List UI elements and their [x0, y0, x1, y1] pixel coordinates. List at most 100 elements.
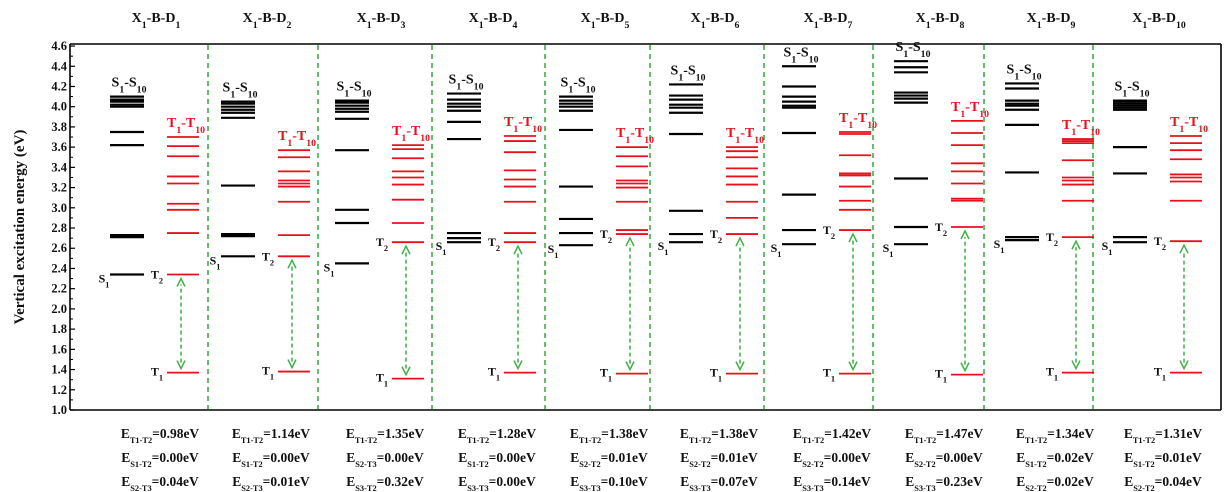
energy-gap-value: ES3-T3=0.10eV: [570, 474, 648, 492]
molecule-panel: X1-B-D9 S1-S10 T1-T10 S1 T2 T1: [994, 11, 1101, 382]
t2-label: T2: [823, 223, 835, 241]
gap-arrow-head-up: [401, 244, 411, 255]
energy-gap-column: ET1-T2=1.14eV ES1-T2=0.00eV ES2-T3=0.01eV: [232, 426, 311, 492]
y-tick-label: 3.2: [51, 181, 67, 195]
s1-label: S1: [324, 260, 335, 278]
y-tick-label: 1.4: [51, 363, 67, 377]
t2-label: T2: [376, 235, 388, 253]
molecule-panel: X1-B-D6 S1-S10 T1-T10 S1 T2 T1: [658, 11, 765, 383]
y-tick-label: 3.0: [51, 201, 67, 215]
energy-gap-column: ET1-T2=1.34eV ES1-T2=0.02eV ES2-T2=0.02eV: [1016, 426, 1095, 492]
energy-gap-column: ET1-T2=1.42eV ES2-T2=0.00eV ES3-T3=0.14eV: [793, 426, 872, 492]
molecule-title: X1-B-D5: [581, 11, 630, 31]
y-axis: 1.0 1.2 1.4 1.6 1.8 2.0 2.2 2.4 2.6 2.8 3.0 3.2 3.4 3…: [12, 39, 1222, 417]
molecule-title: X1-B-D4: [469, 11, 518, 31]
energy-gap-value: ET1-T2=1.28eV: [458, 426, 537, 445]
energy-gap-value: ES3-T2=0.32eV: [346, 474, 424, 492]
energy-gap-value: ET1-T2=1.47eV: [905, 426, 984, 445]
molecule-title: X1-B-D1: [132, 11, 181, 31]
s1-label: S1: [994, 237, 1005, 255]
molecule-panels: X1-B-D1 S1-S10 T1-T10 S1 T2 T1 X1-B-D2 S1-S10 T1…: [99, 11, 1209, 409]
s1-label: S1: [436, 239, 447, 257]
singlet-group-label: S1-S10: [1115, 80, 1150, 100]
gap-arrow-head-down: [1179, 360, 1189, 371]
s1-label: S1: [658, 239, 669, 257]
gap-arrow-head-down: [735, 361, 745, 372]
triplet-group-label: T1-T10: [1170, 115, 1208, 135]
energy-gap-column: ET1-T2=1.38eV ES2-T2=0.01eV ES3-T3=0.07eV: [680, 426, 759, 492]
energy-gap-value: ES1-T2=0.00eV: [458, 450, 536, 469]
triplet-group-label: T1-T10: [839, 111, 877, 131]
y-tick-label: 1.0: [51, 403, 67, 417]
energy-gap-value: ES1-T2=0.01eV: [1124, 450, 1202, 469]
molecule-panel: X1-B-D7 S1-S10 T1-T10 S1 T2 T1: [771, 11, 878, 383]
energy-gap-value: ES3-T3=0.23eV: [905, 474, 983, 492]
singlet-group-label: S1-S10: [337, 80, 372, 100]
t1-label: T1: [600, 366, 612, 384]
gap-arrow-head-down: [513, 360, 523, 371]
y-tick-label: 3.6: [51, 140, 67, 154]
y-tick-label: 1.8: [51, 322, 67, 336]
t2-label: T2: [151, 268, 163, 286]
energy-gap-value: ET1-T2=1.42eV: [793, 426, 872, 445]
y-tick-label: 3.4: [51, 160, 67, 174]
t2-label: T2: [488, 235, 500, 253]
molecule-title: X1-B-D2: [243, 11, 292, 31]
triplet-group-label: T1-T10: [1062, 118, 1100, 138]
triplet-group-label: T1-T10: [616, 126, 654, 146]
energy-gap-value: ES2-T3=0.01eV: [232, 474, 310, 492]
t1-label: T1: [376, 371, 388, 389]
y-tick-label: 4.2: [51, 79, 67, 93]
singlet-group-label: S1-S10: [671, 63, 706, 83]
t1-label: T1: [823, 366, 835, 384]
triplet-group-label: T1-T10: [167, 116, 205, 136]
energy-gap-value: ET1-T2=1.38eV: [680, 426, 759, 445]
triplet-group-label: T1-T10: [278, 129, 316, 149]
energy-gap-table: ET1-T2=0.98eVES1-T2=0.00eVES2-T3=0.04eVE…: [121, 426, 1203, 492]
energy-gap-value: ES3-T3=0.00eV: [458, 474, 536, 492]
molecule-panel: X1-B-D10 S1-S10 T1-T10 S1 T2 T1: [1102, 11, 1209, 382]
energy-gap-value: ES1-T2=0.02eV: [1016, 450, 1094, 469]
singlet-group-label: S1-S10: [896, 40, 931, 60]
s1-label: S1: [771, 241, 782, 258]
t2-label: T2: [710, 227, 722, 245]
y-tick-label: 2.8: [51, 221, 67, 235]
energy-gap-value: ES1-T2=0.00eV: [232, 450, 310, 469]
molecule-panel: X1-B-D5 S1-S10 T1-T10 S1 T2 T1: [548, 11, 655, 383]
y-tick-label: 2.0: [51, 302, 67, 316]
singlet-group-label: S1-S10: [449, 73, 484, 93]
y-axis-label: Vertical excitation energy (eV): [12, 130, 28, 325]
energy-gap-value: ES2-T2=0.01eV: [570, 450, 648, 469]
molecule-title: X1-B-D8: [916, 11, 965, 31]
molecule-panel: X1-B-D2 S1-S10 T1-T10 S1 T2 T1: [210, 11, 317, 381]
gap-arrow-head-up: [848, 232, 858, 243]
y-tick-label: 1.2: [51, 383, 67, 397]
singlet-group-label: S1-S10: [223, 81, 258, 101]
gap-arrow-head-up: [960, 229, 970, 240]
energy-gap-value: ES2-T3=0.00eV: [346, 450, 424, 469]
t2-label: T2: [262, 249, 274, 267]
energy-gap-value: ES2-T2=0.01eV: [680, 450, 758, 469]
s1-label: S1: [1102, 239, 1113, 257]
energy-gap-value: ES2-T2=0.00eV: [793, 450, 871, 469]
y-tick-label: 2.2: [51, 282, 67, 296]
y-tick-label: 2.6: [51, 241, 67, 255]
t2-label: T2: [1046, 230, 1058, 248]
triplet-group-label: T1-T10: [726, 126, 764, 146]
gap-arrow-head-down: [848, 361, 858, 372]
s1-label: S1: [99, 272, 110, 290]
singlet-group-label: S1-S10: [1007, 62, 1042, 82]
energy-gap-column: ET1-T2=0.98eV ES1-T2=0.00eV ES2-T3=0.04eV: [121, 426, 200, 492]
gap-arrow-head-down: [1071, 360, 1081, 371]
t2-label: T2: [600, 227, 612, 245]
t1-label: T1: [488, 365, 500, 383]
energy-gap-value: ES3-T3=0.07eV: [680, 474, 758, 492]
energy-gap-column: ET1-T2=1.47eV ES2-T2=0.00eV ES3-T3=0.23eV: [905, 426, 984, 492]
singlet-group-label: S1-S10: [561, 76, 596, 96]
energy-gap-value: ES2-T2=0.02eV: [1016, 474, 1094, 492]
energy-gap-value: ES1-T2=0.00eV: [121, 450, 199, 469]
gap-arrow-head-down: [176, 360, 186, 371]
energy-gap-column: ET1-T2=1.38eV ES2-T2=0.01eV ES3-T3=0.10eV: [570, 426, 649, 492]
energy-gap-value: ES2-T2=0.04eV: [1124, 474, 1202, 492]
